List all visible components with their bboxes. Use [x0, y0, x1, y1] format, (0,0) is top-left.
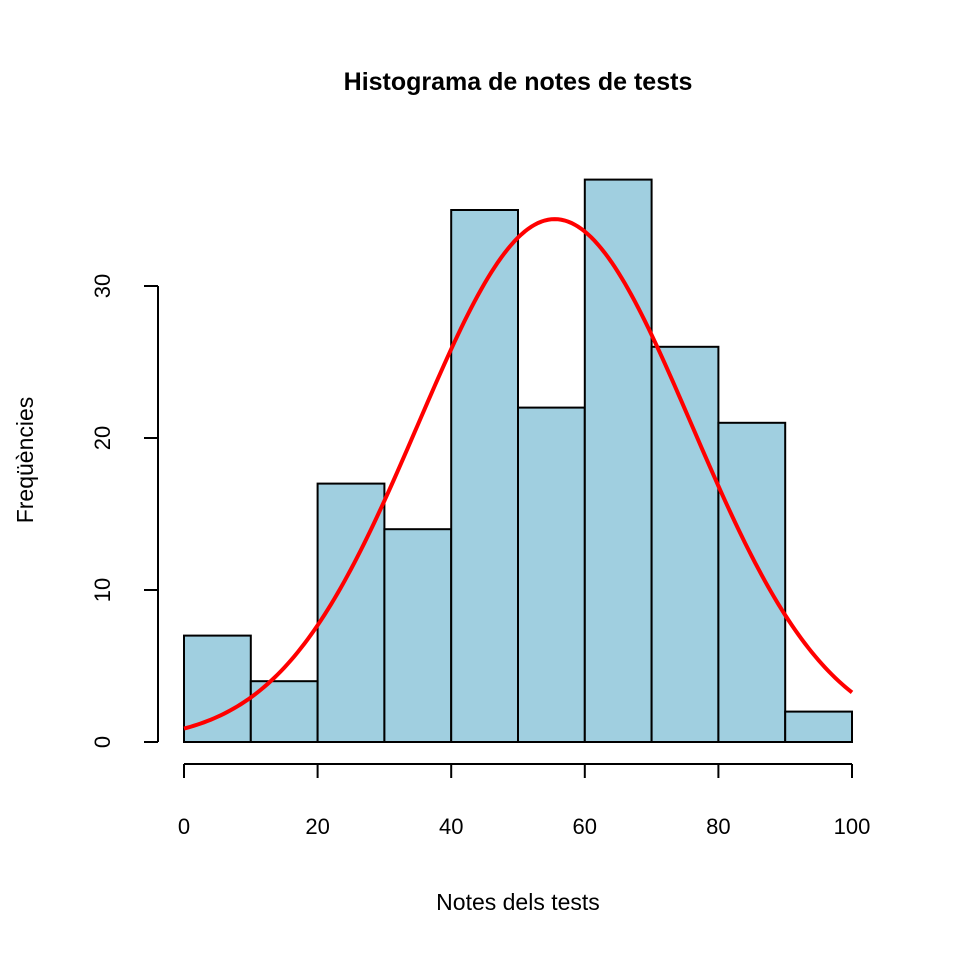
x-axis: 0 20 40 60 80 100	[178, 763, 871, 839]
x-tick-label-20: 20	[305, 814, 329, 839]
y-axis: 0 10 20 30	[90, 274, 159, 748]
y-tick-label-20: 20	[90, 426, 115, 450]
x-tick-label-0: 0	[178, 814, 190, 839]
y-tick-label-10: 10	[90, 578, 115, 602]
histogram-bar-9	[784, 710, 854, 743]
histogram-bar-5	[517, 406, 586, 743]
histogram-bar-8	[717, 421, 787, 743]
histogram-bar-6	[583, 178, 653, 744]
y-axis-label: Freqüències	[12, 397, 38, 524]
x-tick-label-40: 40	[439, 814, 463, 839]
normal-curve	[183, 217, 854, 731]
x-tick-label-60: 60	[573, 814, 597, 839]
bars-group	[183, 178, 854, 744]
x-axis-label: Notes dels tests	[436, 889, 600, 915]
y-tick-label-0: 0	[90, 736, 115, 748]
x-tick-label-100: 100	[834, 814, 871, 839]
histogram-bar-4	[450, 209, 520, 743]
histogram-bar-3	[383, 528, 453, 744]
x-tick-label-80: 80	[706, 814, 730, 839]
chart-title: Histograma de notes de tests	[344, 68, 693, 96]
y-tick-label-30: 30	[90, 274, 115, 298]
